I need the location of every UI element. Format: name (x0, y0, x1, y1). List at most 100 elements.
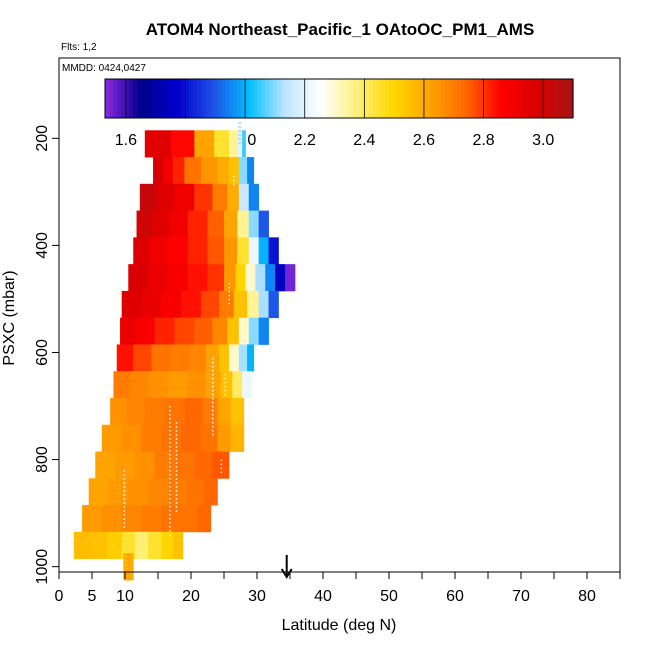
heatmap-cell (134, 451, 156, 479)
heatmap-cell (184, 397, 203, 426)
heatmap-cell (128, 264, 149, 292)
colorbar-segment (341, 79, 346, 118)
colorbar-segment (425, 79, 430, 118)
colorbar-segment (433, 79, 438, 118)
heatmap-cell (136, 317, 156, 345)
heatmap-cell (121, 531, 136, 560)
colorbar-tick-label: 2.2 (294, 132, 316, 149)
colorbar-segment (449, 79, 454, 118)
heatmap-cell (227, 183, 240, 211)
heatmap-cell (141, 505, 162, 533)
colorbar-segment (133, 79, 138, 118)
heatmap-cell (121, 424, 142, 452)
colorbar-segment (337, 79, 342, 118)
heatmap-cell (217, 397, 231, 426)
heatmap-cell (129, 553, 134, 581)
x-tick-label: 5 (88, 588, 97, 605)
heatmap-cell (128, 478, 149, 506)
heatmap-cell (227, 317, 240, 345)
colorbar-segment (269, 79, 274, 118)
colorbar-segment (537, 79, 542, 118)
colorbar-segment (193, 79, 198, 118)
heatmap-cell (129, 371, 149, 399)
colorbar-segment (497, 79, 502, 118)
heatmap-cell (126, 397, 146, 426)
colorbar-segment (173, 79, 178, 118)
colorbar-segment (473, 79, 478, 118)
colorbar-segment (345, 79, 350, 118)
heatmap-cell (224, 237, 238, 265)
heatmap-cell (169, 210, 189, 238)
heatmap-cell (230, 397, 245, 426)
x-tick-label: 80 (578, 588, 596, 605)
heatmap-cell (194, 451, 213, 479)
heatmap-cell (121, 505, 142, 533)
colorbar-segment (201, 79, 206, 118)
colorbar-segment (225, 79, 230, 118)
colorbar-segment (501, 79, 506, 118)
colorbar-segment (237, 79, 242, 118)
colorbar-segment (477, 79, 482, 118)
colorbar-segment (389, 79, 394, 118)
colorbar-segment (353, 79, 358, 118)
colorbar-segment (125, 79, 130, 118)
colorbar-segment (325, 79, 330, 118)
heatmap-cell (232, 371, 243, 399)
colorbar-segment (205, 79, 210, 118)
heatmap-cell (161, 505, 182, 533)
dates-label: MMDD: 0424,0427 (62, 63, 146, 74)
heatmap-cell (187, 478, 205, 506)
colorbar-segment (361, 79, 366, 118)
heatmap-cell (121, 290, 142, 319)
colorbar-segment (329, 79, 334, 118)
colorbar-segment (305, 79, 310, 118)
heatmap-cell (235, 264, 246, 292)
colorbar-segment (493, 79, 498, 118)
heatmap-cell (181, 505, 198, 533)
heatmap-cell (167, 264, 189, 292)
heatmap-cell (88, 478, 109, 506)
heatmap-cell (238, 344, 248, 372)
heatmap-cell (224, 264, 236, 292)
heatmap-cell (247, 157, 255, 185)
heatmap-cell (154, 317, 175, 345)
colorbar-segment (517, 79, 522, 118)
heatmap-cell (242, 130, 246, 158)
heatmap-cell (268, 237, 279, 265)
y-tick-label: 400 (34, 232, 51, 259)
heatmap-cell (248, 237, 260, 265)
heatmap-cell (161, 290, 182, 319)
colorbar-segment (233, 79, 238, 118)
colorbar-tick-label: 3.0 (532, 132, 554, 149)
heatmap-cell (258, 317, 269, 345)
colorbar-segment (349, 79, 354, 118)
heatmap-cell (136, 210, 154, 238)
colorbar-segment (181, 79, 186, 118)
colorbar-segment (393, 79, 398, 118)
heatmap-cell (187, 264, 208, 292)
heatmap-cell (141, 290, 162, 319)
heatmap-cell (200, 157, 218, 185)
heatmap-cell (181, 424, 202, 452)
colorbar-tick-label: 2.8 (472, 132, 494, 149)
heatmap-cell (187, 210, 208, 238)
colorbar-segment (513, 79, 518, 118)
colorbar-segment (321, 79, 326, 118)
heatmap-cell (233, 290, 248, 319)
colorbar-tick-label: 1.6 (115, 132, 137, 149)
colorbar-segment (533, 79, 538, 118)
colorbar-segment (293, 79, 298, 118)
heatmap-cell (237, 237, 250, 265)
colorbar-segment (445, 79, 450, 118)
colorbar-segment (245, 79, 250, 118)
heatmap-cell (238, 157, 248, 185)
colorbar-segment (277, 79, 282, 118)
colorbar-segment (169, 79, 174, 118)
y-tick-label: 800 (34, 446, 51, 473)
heatmap-cell (156, 183, 175, 211)
heatmap-cell (228, 344, 240, 372)
heatmap-cell (247, 290, 260, 319)
colorbar-segment (161, 79, 166, 118)
arrow-head (280, 568, 293, 579)
